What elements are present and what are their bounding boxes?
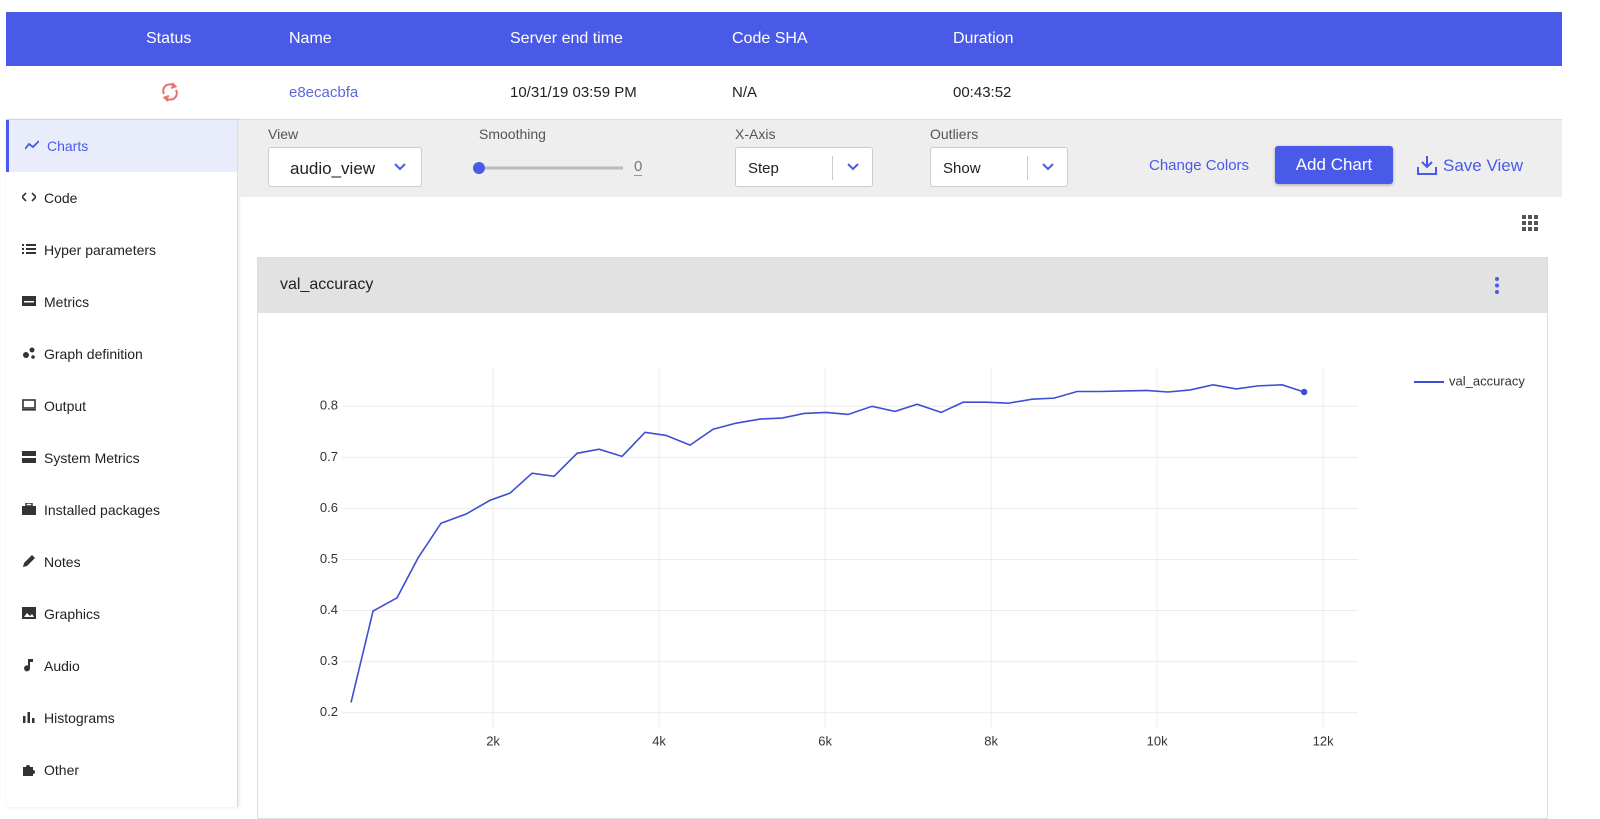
sidebar-icon: [22, 192, 36, 202]
header-cell: Duration: [953, 30, 1014, 47]
add-chart-text: Add Chart: [1295, 155, 1373, 174]
sidebar: Charts Code Hyper parameters Metrics Graph d…: [6, 120, 238, 807]
sidebar-label: System Metrics: [44, 450, 140, 466]
sidebar-icon: [23, 555, 35, 567]
cell: N/A: [732, 84, 758, 101]
chevron: [1042, 163, 1054, 171]
view-select[interactable]: audio_view: [268, 147, 422, 187]
x-axis-select[interactable]: Step: [735, 147, 873, 187]
sidebar-icon: [25, 140, 39, 150]
table-header: Status Name Server end time Code SHA Dur…: [6, 12, 1562, 66]
smoothing-slider[interactable]: [472, 158, 632, 178]
sidebar-item[interactable]: Metrics: [6, 276, 237, 328]
header-cell: Code SHA: [732, 30, 808, 47]
sidebar-label: Graph definition: [44, 346, 143, 362]
sidebar-label: Output: [44, 398, 87, 414]
chevron: [847, 163, 859, 171]
sidebar-item[interactable]: Graphics: [6, 588, 237, 640]
sidebar-icon: [23, 712, 35, 723]
sidebar-label: Other: [44, 762, 80, 778]
sidebar-label: Histograms: [44, 710, 115, 726]
chart-title: val_accuracy: [280, 276, 374, 293]
sidebar-label: Code: [44, 190, 78, 206]
x-axis-value: Step: [748, 160, 779, 177]
save-view-button[interactable]: Save View: [1443, 156, 1524, 175]
chart-card-header: val_accuracy: [258, 258, 1547, 313]
sidebar-item[interactable]: Hyper parameters: [6, 224, 237, 276]
sidebar-item[interactable]: Audio: [6, 640, 237, 692]
sidebar-icon: [22, 607, 36, 619]
sidebar-item[interactable]: Installed packages: [6, 484, 237, 536]
sidebar-label: Metrics: [44, 294, 90, 310]
sidebar-icon: [22, 296, 36, 306]
cell: 00:43:52: [953, 84, 1012, 101]
sidebar-icon: [22, 451, 36, 463]
status-icon: [162, 82, 178, 102]
save-icon: [1417, 156, 1437, 175]
smoothing-label: Smoothing: [479, 126, 546, 142]
add-chart-button[interactable]: Add Chart: [1275, 146, 1393, 184]
chevron: [394, 163, 406, 171]
more-menu[interactable]: [1494, 276, 1500, 296]
header-cell: Server end time: [510, 30, 623, 47]
cell: 10/31/19 03:59 PM: [510, 84, 637, 101]
sidebar-icon: [22, 399, 36, 411]
chart-card: val_accuracy: [257, 257, 1548, 819]
sidebar-icon: [23, 765, 35, 776]
sidebar-icon: [23, 347, 35, 359]
outliers-label: Outliers: [930, 126, 979, 142]
sidebar-item[interactable]: Other: [6, 744, 237, 796]
sidebar-item[interactable]: Output: [6, 380, 237, 432]
outliers-value: Show: [943, 160, 981, 177]
table-row: e8ecacbfa 10/31/19 03:59 PM N/A 00:43:52: [6, 66, 1562, 120]
header-cell: Name: [289, 30, 332, 47]
smoothing-value: 0: [634, 158, 643, 176]
sidebar-label: Hyper parameters: [44, 242, 157, 258]
toolbar: View audio_view Smoothing 0 X-Axis Step …: [238, 120, 1562, 197]
header-cell: Status: [146, 30, 192, 47]
sidebar-item[interactable]: Notes: [6, 536, 237, 588]
sidebar-label: Notes: [44, 554, 81, 570]
sidebar-label: Graphics: [44, 606, 101, 622]
sidebar-item[interactable]: Code: [6, 172, 237, 224]
change-colors-button[interactable]: Change Colors: [1149, 157, 1250, 174]
sidebar-item[interactable]: Graph definition: [6, 328, 237, 380]
sidebar-label: Charts: [47, 138, 89, 154]
sidebar-icon: [22, 244, 36, 254]
outliers-select[interactable]: Show: [930, 147, 1068, 187]
layout-grid-icon[interactable]: [1522, 215, 1540, 233]
x-axis-label: X-Axis: [735, 126, 776, 142]
sidebar-icon: [22, 503, 36, 515]
sidebar-label: Installed packages: [44, 502, 160, 518]
sidebar-label: Audio: [44, 658, 80, 674]
view-value: audio_view: [290, 159, 376, 178]
sidebar-icon: [24, 659, 33, 672]
run-name-link[interactable]: e8ecacbfa: [289, 84, 359, 101]
sidebar-item[interactable]: System Metrics: [6, 432, 237, 484]
sidebar-item[interactable]: Charts: [6, 120, 237, 172]
sidebar-item[interactable]: Histograms: [6, 692, 237, 744]
view-label: View: [268, 126, 299, 142]
